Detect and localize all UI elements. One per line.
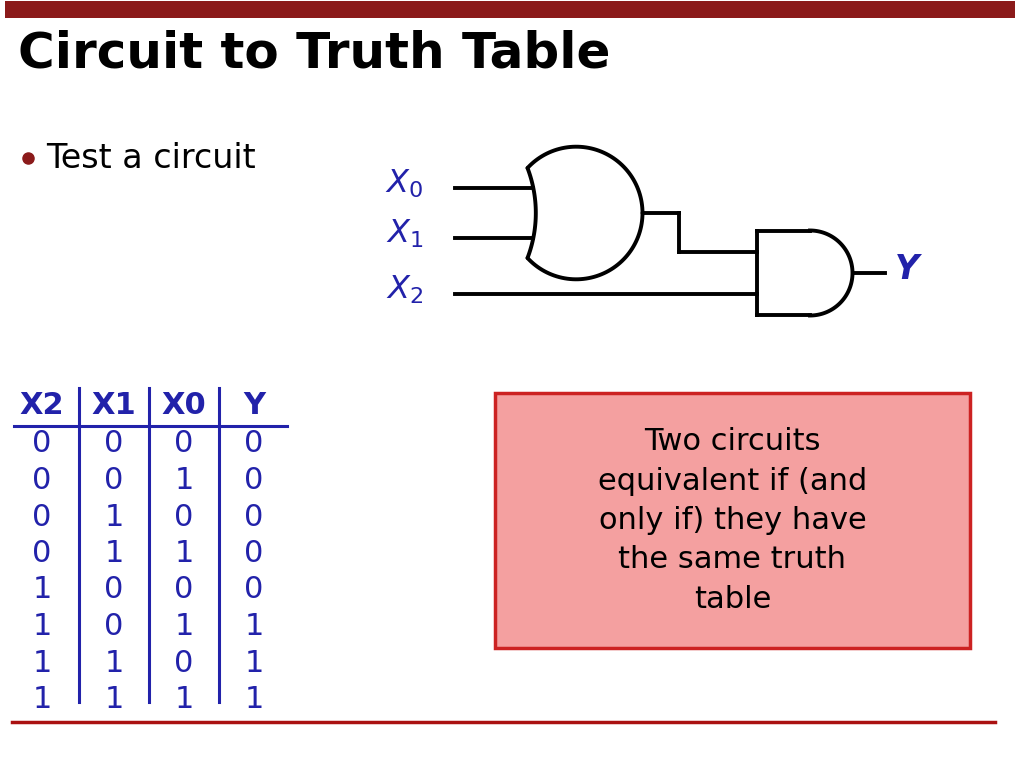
Text: 0: 0 — [245, 539, 264, 568]
Text: 0: 0 — [33, 539, 51, 568]
Text: 0: 0 — [245, 466, 264, 495]
Text: 1: 1 — [33, 648, 51, 677]
Text: $X_2$: $X_2$ — [386, 274, 423, 306]
Text: 0: 0 — [174, 429, 194, 458]
Text: 1: 1 — [245, 612, 264, 641]
Text: 0: 0 — [33, 429, 51, 458]
Text: Y: Y — [243, 392, 265, 421]
Text: 1: 1 — [33, 575, 51, 604]
Text: 0: 0 — [245, 575, 264, 604]
Text: Test a circuit: Test a circuit — [46, 141, 256, 174]
Text: 0: 0 — [245, 429, 264, 458]
Text: 0: 0 — [174, 648, 194, 677]
Text: X0: X0 — [162, 392, 207, 421]
Text: X2: X2 — [19, 392, 65, 421]
Text: 0: 0 — [104, 466, 124, 495]
Text: 1: 1 — [104, 685, 124, 714]
Text: 1: 1 — [104, 539, 124, 568]
Text: 0: 0 — [104, 429, 124, 458]
Text: 0: 0 — [104, 575, 124, 604]
Text: Y: Y — [895, 253, 919, 286]
Text: 1: 1 — [174, 612, 194, 641]
Text: 1: 1 — [33, 685, 51, 714]
Text: 1: 1 — [33, 612, 51, 641]
Text: 1: 1 — [104, 502, 124, 531]
Text: 0: 0 — [245, 502, 264, 531]
Text: 1: 1 — [245, 648, 264, 677]
Text: 1: 1 — [245, 685, 264, 714]
Bar — [5, 1, 1015, 18]
Text: 0: 0 — [104, 612, 124, 641]
Text: 0: 0 — [33, 502, 51, 531]
Text: 0: 0 — [33, 466, 51, 495]
Text: 1: 1 — [174, 539, 194, 568]
Text: 1: 1 — [174, 685, 194, 714]
Text: $X_0$: $X_0$ — [385, 167, 423, 200]
Text: 0: 0 — [174, 502, 194, 531]
Text: 0: 0 — [174, 575, 194, 604]
FancyBboxPatch shape — [495, 393, 970, 648]
Text: Circuit to Truth Table: Circuit to Truth Table — [18, 30, 610, 78]
Text: Two circuits
equivalent if (and
only if) they have
the same truth
table: Two circuits equivalent if (and only if)… — [598, 427, 867, 614]
Text: 1: 1 — [174, 466, 194, 495]
Text: $X_1$: $X_1$ — [386, 218, 423, 250]
Text: X1: X1 — [91, 392, 136, 421]
Text: 1: 1 — [104, 648, 124, 677]
